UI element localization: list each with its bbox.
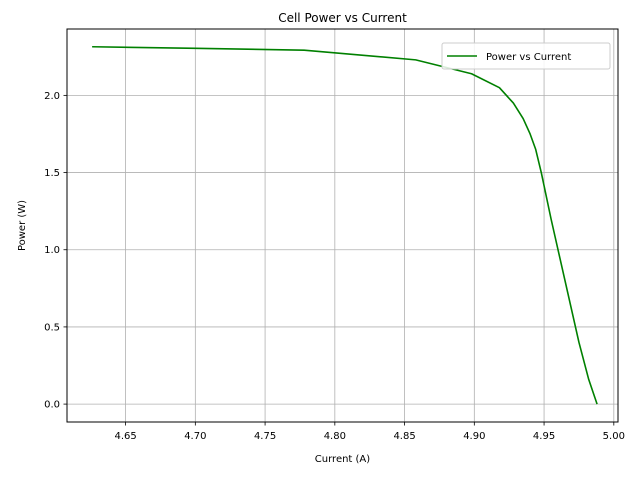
series-line [92,45,598,405]
plot-area [67,29,618,422]
y-axis-label: Power (W) [17,200,28,251]
plot-frame [66,28,619,423]
y-tick-label: 1.5 [44,168,60,179]
x-tick-label: 4.85 [393,431,415,442]
legend: Power vs Current [441,42,611,70]
y-tick-label: 1.0 [44,245,60,256]
chart-title: Cell Power vs Current [278,11,407,25]
x-tick-label: 5.00 [603,431,625,442]
x-tick-label: 4.65 [114,431,136,442]
x-axis-ticks: 4.65 4.70 4.75 4.80 4.85 4.90 4.95 5.00 [114,422,625,442]
y-tick-label: 0.5 [44,322,60,333]
x-tick-label: 4.80 [324,431,346,442]
x-tick-label: 4.75 [254,431,276,442]
y-axis-ticks: 0.0 0.5 1.0 1.5 2.0 [44,91,67,411]
grid [67,29,618,422]
x-axis-label: Current (A) [315,454,370,465]
series-group [92,45,598,405]
legend-label: Power vs Current [486,52,571,63]
y-tick-label: 0.0 [44,400,60,411]
y-tick-label: 2.0 [44,91,60,102]
legend-box [441,42,611,70]
x-tick-label: 4.95 [533,431,555,442]
x-tick-label: 4.70 [184,431,206,442]
x-tick-label: 4.90 [463,431,485,442]
